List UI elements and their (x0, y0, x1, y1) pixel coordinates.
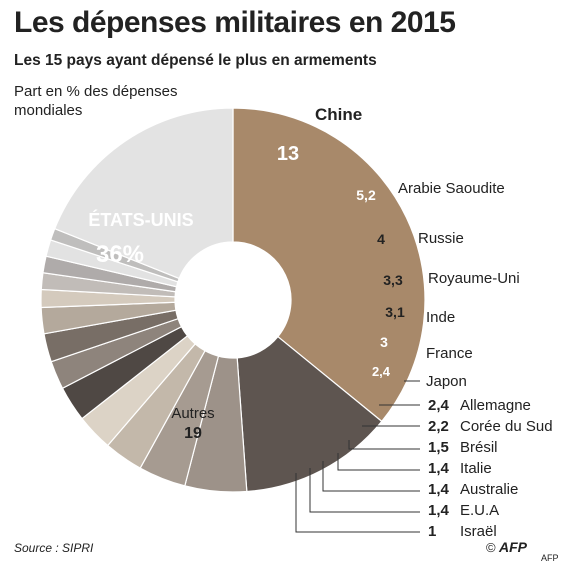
value-label-bresil: 1,5 (428, 439, 449, 456)
value-label-coree-du-sud: 2,2 (428, 418, 449, 435)
category-label-chine: Chine (315, 105, 362, 124)
value-label-e-u-a: 1,4 (428, 502, 450, 519)
leader-line-bresil (348, 440, 420, 450)
value-label-royaume-uni: 3,3 (383, 272, 403, 288)
value-label-russie: 4 (377, 231, 385, 247)
value-label-australie: 1,4 (428, 481, 450, 498)
leader-line-israel (295, 473, 420, 533)
chart-title: Les dépenses militaires en 2015 (14, 6, 456, 39)
slice-autres (53, 107, 234, 280)
category-label-bresil: Brésil (460, 439, 498, 456)
category-label-italie: Italie (460, 460, 492, 477)
value-label-inde: 3,1 (385, 304, 405, 320)
category-label-arabie-saoudite: Arabie Saoudite (398, 180, 505, 197)
category-label-australie: Australie (460, 481, 518, 498)
leader-line-e-u-a (309, 468, 420, 513)
unit-note: Part en % des dépenses mondiales (14, 83, 178, 119)
value-label-allemagne: 2,4 (428, 397, 450, 414)
category-label-coree-du-sud: Corée du Sud (460, 418, 553, 435)
value-label-chine: 13 (277, 143, 299, 165)
leader-line-italie (337, 453, 420, 471)
value-label-autres: 19 (184, 425, 202, 442)
category-label-autres: Autres (171, 405, 214, 422)
category-label-israel: Israël (460, 523, 497, 540)
leader-line-australie (322, 461, 420, 492)
category-label-etats-unis: ÉTATS-UNIS (88, 209, 193, 230)
copyright-symbol: © (486, 540, 496, 555)
value-label-arabie-saoudite: 5,2 (356, 187, 376, 203)
slice-etats-unis (232, 107, 426, 423)
value-label-france: 3 (380, 334, 388, 350)
category-label-france: France (426, 345, 473, 362)
value-label-israel: 1 (428, 523, 436, 540)
value-label-japon: 2,4 (372, 364, 391, 379)
slice-chine (236, 335, 383, 493)
value-label-italie: 1,4 (428, 460, 450, 477)
afp-logo: AFP (499, 539, 527, 555)
source-note: Source : SIPRI (14, 541, 94, 555)
chart-subtitle: Les 15 pays ayant dépensé le plus en arm… (14, 52, 377, 69)
category-label-russie: Russie (418, 230, 464, 247)
category-label-japon: Japon (426, 373, 467, 390)
category-label-inde: Inde (426, 309, 455, 326)
category-label-e-u-a: E.U.A (460, 502, 499, 519)
afp-credit: AFP (541, 553, 559, 563)
category-label-royaume-uni: Royaume-Uni (428, 270, 520, 287)
category-label-allemagne: Allemagne (460, 397, 531, 414)
value-label-etats-unis: 36% (96, 241, 144, 268)
